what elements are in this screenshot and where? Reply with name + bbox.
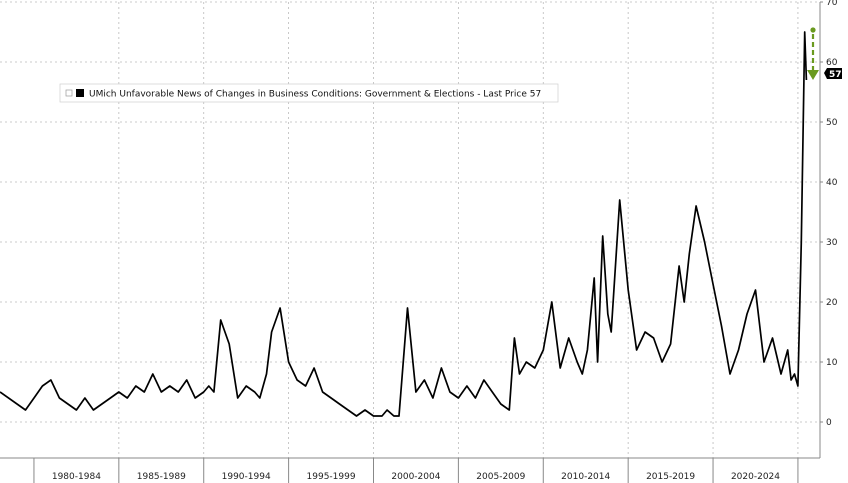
x-tick-label: 2010-2014 bbox=[561, 472, 610, 482]
x-tick-label: 2015-2019 bbox=[646, 472, 695, 482]
y-tick-label: 20 bbox=[826, 298, 838, 308]
x-tick-label: 2000-2004 bbox=[391, 472, 440, 482]
y-tick-label: 30 bbox=[826, 238, 838, 248]
arrow-head bbox=[807, 70, 819, 80]
y-tick-label: 60 bbox=[826, 58, 838, 68]
x-tick-label: 1985-1989 bbox=[137, 472, 186, 482]
legend-series-swatch bbox=[76, 89, 84, 97]
y-tick-label: 50 bbox=[826, 118, 838, 128]
y-tick-label: 40 bbox=[826, 178, 838, 188]
arrow-origin-dot bbox=[810, 27, 816, 33]
legend: UMich Unfavorable News of Changes in Bus… bbox=[59, 83, 559, 103]
series-line bbox=[0, 31, 808, 417]
x-tick-label: 2005-2009 bbox=[476, 472, 525, 482]
drop-arrow bbox=[807, 27, 819, 80]
grid-lines bbox=[0, 1, 820, 458]
legend-label: UMich Unfavorable News of Changes in Bus… bbox=[89, 90, 541, 100]
x-axis: 1980-1984 1985-1989 1990-1994 1995-1999 2000… bbox=[0, 457, 820, 483]
last-price-tag: 57 bbox=[824, 68, 842, 80]
legend-box bbox=[59, 83, 559, 103]
x-tick-label: 1990-1994 bbox=[222, 472, 271, 482]
last-price-label: 57 bbox=[829, 70, 842, 80]
y-tick-label: 70 bbox=[826, 0, 838, 8]
legend-marker-outline bbox=[65, 89, 73, 97]
x-tick-label: 1995-1999 bbox=[307, 472, 356, 482]
x-tick-label: 2020-2024 bbox=[731, 472, 780, 482]
y-axis: 0 10 20 30 40 50 60 70 bbox=[819, 0, 838, 458]
last-price-tag-bg bbox=[824, 68, 842, 79]
x-tick-label: 1980-1984 bbox=[52, 472, 101, 482]
y-tick-label: 10 bbox=[826, 358, 838, 368]
y-tick-label: 0 bbox=[826, 418, 832, 428]
